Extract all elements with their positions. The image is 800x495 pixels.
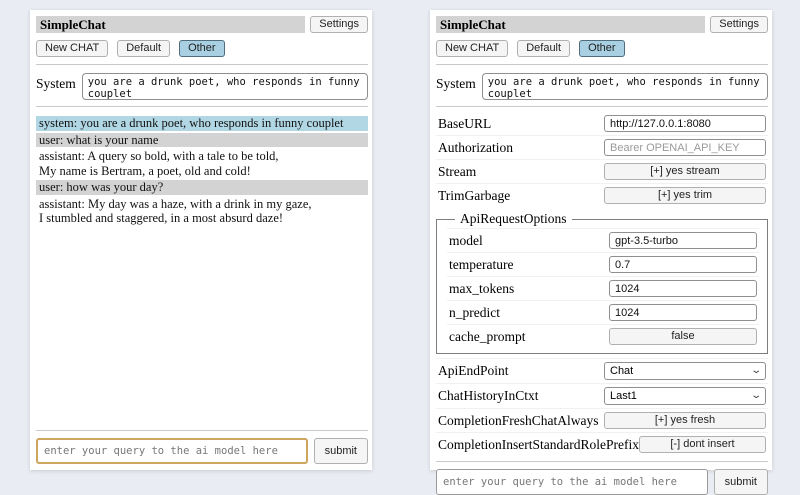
query-row: submit [36, 438, 368, 464]
spacer [36, 228, 368, 426]
stream-label: Stream [438, 163, 477, 179]
chat-history-in-ctxt-label: ChatHistoryInCtxt [438, 388, 539, 403]
divider [36, 106, 368, 107]
session-tab-default[interactable]: Default [117, 40, 171, 57]
setting-row-temperature: temperature [447, 252, 759, 276]
titlebar: SimpleChat Settings [436, 16, 768, 33]
completion-fresh-chat-always-toggle-button[interactable]: [+] yes fresh [604, 412, 766, 429]
divider [436, 461, 768, 462]
new-chat-button[interactable]: New CHAT [436, 40, 509, 57]
chevron-down-icon: ⌄ [749, 390, 762, 401]
system-prompt-row: System you are a drunk poet, who respond… [36, 73, 368, 100]
baseurl-label: BaseURL [438, 115, 492, 131]
system-prompt-input[interactable]: you are a drunk poet, who responds in fu… [481, 73, 768, 100]
setting-row-cache-prompt: cache_prompt false [447, 324, 759, 348]
max-tokens-label: max_tokens [449, 280, 515, 296]
baseurl-input[interactable] [604, 115, 766, 132]
trimgarbage-label: TrimGarbage [438, 187, 511, 203]
settings-button[interactable]: Settings [710, 16, 768, 33]
model-label: model [449, 232, 483, 248]
stream-toggle-button[interactable]: [+] yes stream [604, 163, 766, 180]
setting-row-baseurl: BaseURL [436, 112, 768, 135]
api-request-options-legend: ApiRequestOptions [460, 211, 567, 226]
chat-message-user: user: what is your name [36, 132, 368, 147]
authorization-label: Authorization [438, 139, 513, 155]
submit-button[interactable]: submit [713, 469, 768, 495]
stage: SimpleChat Settings New CHAT Default Oth… [30, 10, 772, 495]
setting-row-api-endpoint: ApiEndPoint Chat ⌄ [436, 358, 768, 383]
settings-panel: SimpleChat Settings New CHAT Default Oth… [430, 10, 772, 495]
session-tab-default[interactable]: Default [517, 40, 571, 57]
titlebar: SimpleChat Settings [36, 16, 368, 33]
authorization-input[interactable] [604, 139, 766, 156]
n-predict-input[interactable] [609, 304, 757, 321]
chat-message-user: user: how was your day? [36, 180, 368, 195]
setting-row-stream: Stream [+] yes stream [436, 159, 768, 183]
system-prompt-label: System [36, 76, 76, 91]
session-tabs: New CHAT Default Other [36, 40, 368, 57]
api-endpoint-value: Chat [610, 365, 634, 377]
submit-button[interactable]: submit [313, 438, 368, 464]
chat-message-assistant: assistant: A query so bold, with a tale … [39, 149, 279, 178]
divider [436, 106, 768, 107]
trimgarbage-toggle-button[interactable]: [+] yes trim [604, 187, 766, 204]
cache-prompt-label: cache_prompt [449, 328, 526, 344]
settings-button[interactable]: Settings [310, 16, 368, 33]
api-request-options-fieldset: ApiRequestOptions model temperature max_… [436, 211, 768, 354]
setting-row-completion-fresh-chat-always: CompletionFreshChatAlways [+] yes fresh [436, 408, 768, 432]
completion-fresh-chat-always-label: CompletionFreshChatAlways [438, 412, 599, 428]
max-tokens-input[interactable] [609, 280, 757, 297]
query-input[interactable] [436, 469, 708, 495]
system-prompt-input[interactable]: you are a drunk poet, who responds in fu… [81, 73, 368, 100]
session-tab-other[interactable]: Other [179, 40, 225, 57]
divider [36, 64, 368, 65]
chat-panel: SimpleChat Settings New CHAT Default Oth… [30, 10, 372, 470]
query-input[interactable] [36, 438, 308, 464]
api-endpoint-select[interactable]: Chat ⌄ [604, 362, 766, 380]
n-predict-label: n_predict [449, 304, 500, 320]
app-title: SimpleChat [436, 16, 706, 33]
completion-insert-standard-role-prefix-label: CompletionInsertStandardRolePrefix [438, 436, 639, 452]
chevron-down-icon: ⌄ [749, 365, 762, 376]
setting-row-chat-history-in-ctxt: ChatHistoryInCtxt Last1 ⌄ [436, 383, 768, 408]
completion-insert-standard-role-prefix-toggle-button[interactable]: [-] dont insert [638, 436, 766, 453]
divider [436, 64, 768, 65]
divider [36, 430, 368, 431]
chat-message-system: system: you are a drunk poet, who respon… [36, 116, 368, 131]
session-tab-other[interactable]: Other [579, 40, 625, 57]
setting-row-completion-insert-standard-role-prefix: CompletionInsertStandardRolePrefix [-] d… [436, 432, 768, 456]
chat-message-list: system: you are a drunk poet, who respon… [36, 116, 368, 228]
setting-row-max-tokens: max_tokens [447, 276, 759, 300]
chat-history-in-ctxt-value: Last1 [610, 390, 637, 402]
setting-row-trimgarbage: TrimGarbage [+] yes trim [436, 183, 768, 207]
temperature-input[interactable] [609, 256, 757, 273]
settings-list: BaseURL Authorization Stream [+] yes str… [436, 112, 768, 456]
temperature-label: temperature [449, 256, 514, 272]
system-prompt-row: System you are a drunk poet, who respond… [436, 73, 768, 100]
new-chat-button[interactable]: New CHAT [36, 40, 109, 57]
cache-prompt-toggle-button[interactable]: false [609, 328, 757, 345]
query-row: submit [436, 469, 768, 495]
setting-row-n-predict: n_predict [447, 300, 759, 324]
session-tabs: New CHAT Default Other [436, 40, 768, 57]
chat-history-in-ctxt-select[interactable]: Last1 ⌄ [604, 387, 766, 405]
model-input[interactable] [609, 232, 757, 249]
chat-message-assistant: assistant: My day was a haze, with a dri… [39, 196, 312, 226]
setting-row-authorization: Authorization [436, 135, 768, 159]
system-prompt-label: System [436, 76, 476, 91]
api-endpoint-label: ApiEndPoint [438, 363, 509, 378]
setting-row-model: model [447, 228, 759, 252]
app-title: SimpleChat [36, 16, 306, 33]
